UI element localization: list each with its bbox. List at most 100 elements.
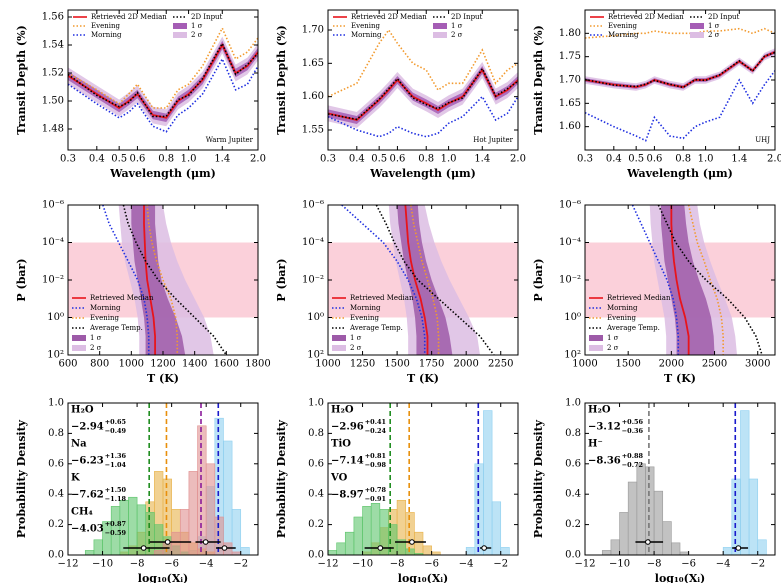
y-axis-label: Probability Density	[15, 419, 28, 538]
x-tick-label: 2250	[488, 359, 513, 370]
y-tick-label: 1.60	[559, 121, 581, 132]
species-upper-error: +0.65	[105, 418, 127, 426]
histogram-bar	[414, 531, 424, 555]
histogram-bar	[610, 539, 620, 555]
annotation: Warm Jupiter	[206, 136, 254, 144]
legend-swatch	[690, 23, 704, 29]
species-upper-error: +0.87	[105, 520, 126, 528]
y-tick-label: 10⁻⁴	[42, 237, 64, 248]
y-tick-label: 10⁻⁶	[42, 200, 64, 211]
x-tick-label: 1.4	[731, 154, 747, 165]
y-tick-label: 10⁻⁴	[302, 237, 324, 248]
legend-label: Morning	[607, 304, 638, 312]
legend-swatch	[332, 335, 346, 341]
histogram-bar	[179, 509, 190, 555]
y-tick-label: 0.4	[308, 489, 324, 500]
legend-swatch	[690, 32, 704, 38]
y-tick-label: 1.60	[302, 91, 324, 102]
x-axis-label: T (K)	[147, 372, 179, 385]
legend-swatch	[72, 335, 86, 341]
confidence-band	[68, 36, 258, 127]
x-tick-label: 1.0	[698, 154, 714, 165]
x-tick-label: −2	[750, 559, 765, 570]
legend-label: Morning	[608, 31, 639, 39]
histogram-bar	[405, 548, 415, 555]
y-tick-label: 10⁻²	[302, 275, 324, 286]
axes-frame	[67, 402, 259, 556]
plot-area	[585, 205, 775, 355]
legend-label: 2D Input	[708, 13, 740, 21]
x-tick-label: 1.0	[181, 154, 197, 165]
series-line	[657, 205, 763, 355]
y-tick-label: 10⁻⁶	[302, 200, 324, 211]
y-tick-label: 10⁻²	[42, 275, 64, 286]
legend-label: 2 σ	[607, 344, 619, 352]
legend-label: Retrieved Median	[607, 294, 671, 302]
y-axis-label: P (bar)	[532, 258, 545, 301]
histogram-bar	[722, 547, 733, 555]
plot-area	[328, 403, 510, 555]
panel: Retrieved Median Morning Evening Average Te…	[275, 200, 519, 385]
histogram-bar	[474, 463, 484, 555]
legend-swatch	[433, 23, 447, 29]
species-name: H₂O	[588, 405, 611, 416]
axes-frame	[327, 9, 519, 151]
legend-label: Morning	[91, 31, 122, 39]
series-line	[585, 70, 775, 142]
legend-label: Average Temp.	[606, 324, 660, 332]
y-tick-label: 10⁰	[47, 312, 64, 323]
species-upper-error: +0.78	[365, 486, 387, 494]
plot-area	[585, 27, 775, 142]
x-tick-label: 0.4	[349, 154, 365, 165]
x-axis-label: Wavelength (μm)	[109, 167, 216, 180]
y-tick-label: 1.75	[559, 51, 581, 62]
species-upper-error: +0.88	[622, 452, 644, 460]
x-tick-label: 1250	[350, 359, 375, 370]
histogram-bar	[328, 550, 337, 555]
x-tick-label: −12	[574, 559, 595, 570]
x-tick-label: 1.4	[214, 154, 230, 165]
y-tick-label: 1.70	[559, 75, 581, 86]
median-point	[164, 539, 171, 545]
histogram-bar	[740, 410, 750, 555]
y-tick-label: 0.4	[565, 489, 581, 500]
x-tick-label: −12	[317, 559, 338, 570]
y-tick-label: 10²	[47, 350, 64, 361]
plot-area	[84, 403, 250, 555]
legend-label: Evening	[91, 22, 120, 30]
y-tick-label: 0.6	[48, 458, 64, 469]
series-line	[102, 205, 150, 355]
species-name: K	[71, 473, 80, 484]
plot-area	[601, 403, 767, 555]
histogram-bar	[405, 512, 415, 555]
plot-area	[68, 205, 258, 355]
panel: Retrieved Median Morning Evening Average Te…	[532, 200, 776, 385]
y-tick-label: 10⁰	[564, 312, 581, 323]
series-line	[68, 43, 258, 119]
x-tick-label: 0.8	[675, 154, 691, 165]
species-median: −7.62	[71, 490, 104, 501]
x-tick-label: 1800	[245, 359, 270, 370]
species-name: H₂O	[71, 405, 94, 416]
x-tick-label: 2500	[702, 359, 727, 370]
x-axis-label: T (K)	[407, 372, 439, 385]
x-tick-label: 0.6	[646, 154, 662, 165]
y-tick-label: 0.2	[308, 519, 324, 530]
y-axis-label: Transit Depth (%)	[275, 25, 288, 135]
series-line	[404, 205, 429, 355]
median-point	[409, 539, 415, 545]
plot-area	[68, 26, 258, 133]
x-tick-label: −10	[609, 559, 630, 570]
y-axis-label: P (bar)	[275, 258, 288, 301]
species-lower-error: −0.36	[622, 427, 644, 435]
series-line	[68, 57, 258, 133]
x-tick-label: 1.4	[474, 154, 490, 165]
y-tick-label: 1.80	[559, 28, 581, 39]
x-tick-label: 600	[58, 359, 77, 370]
y-axis-label: Transit Depth (%)	[15, 25, 28, 135]
species-median: −6.23	[71, 456, 104, 467]
x-axis-label: log₁₀(Xᵢ)	[655, 572, 705, 583]
